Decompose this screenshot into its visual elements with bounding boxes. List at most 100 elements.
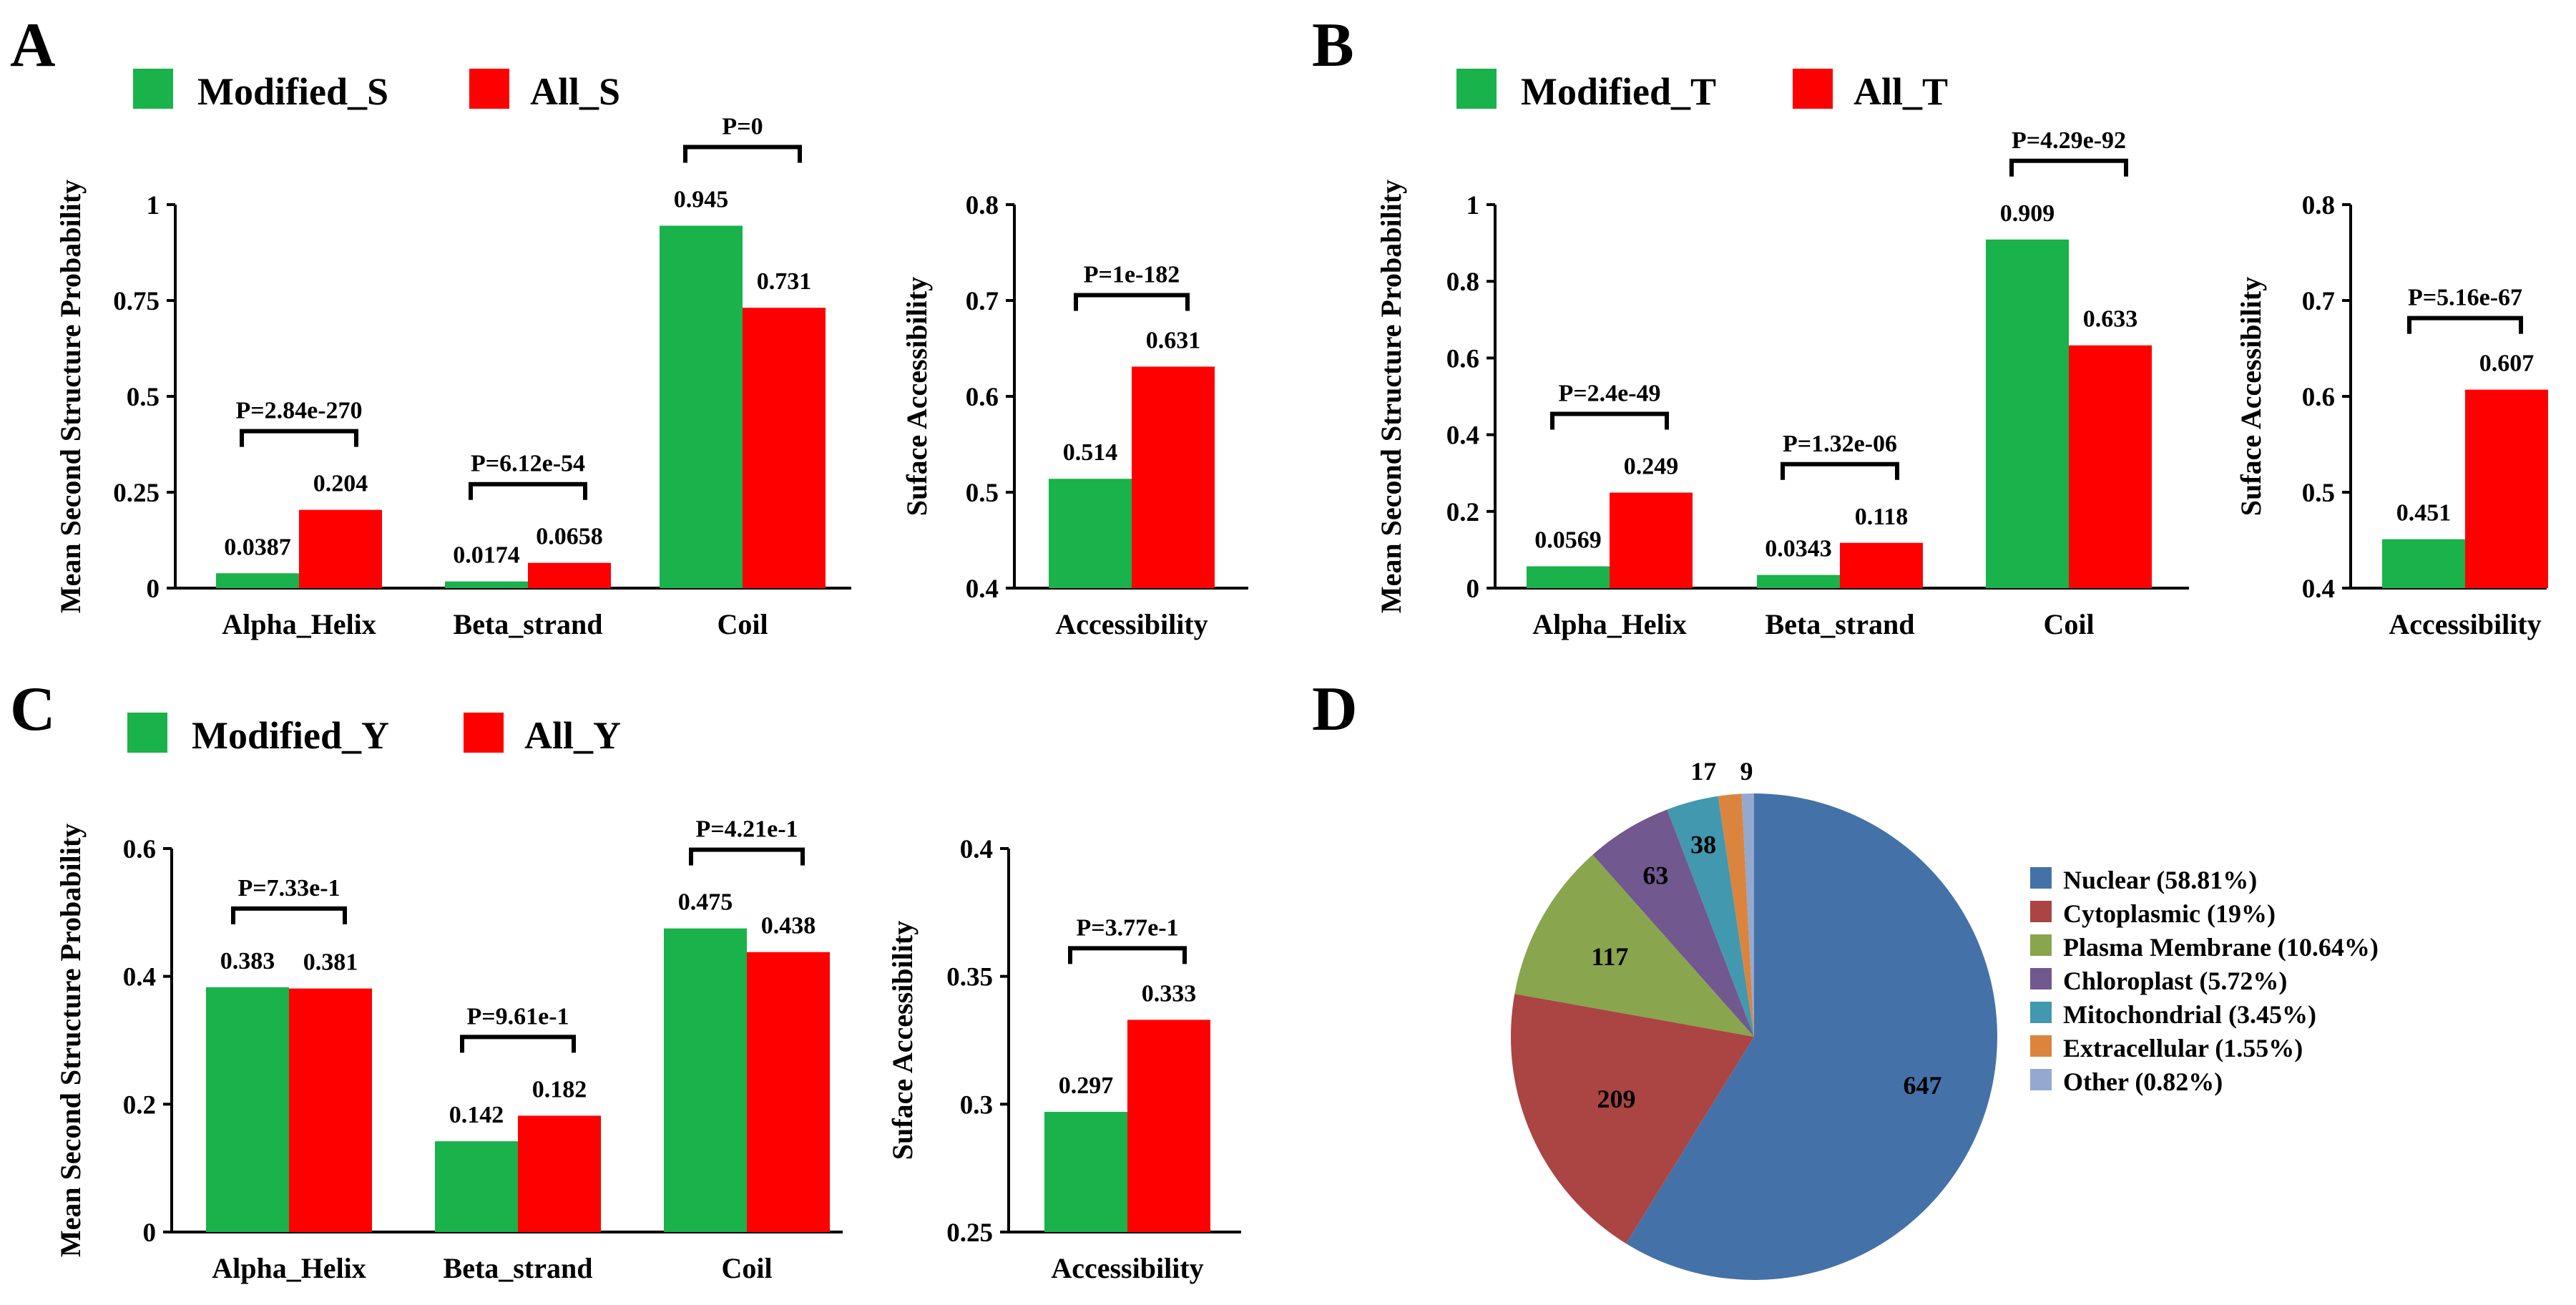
legend-label: Mitochondrial (3.45%) bbox=[2063, 1000, 2316, 1029]
p-value-label: P=3.77e-1 bbox=[1076, 914, 1178, 941]
y-tick-label: 0.7 bbox=[2302, 287, 2335, 316]
x-category-label: Coil bbox=[2043, 608, 2094, 640]
legend-swatch-modified bbox=[133, 69, 173, 109]
chart-A-access: 0.4 0.5 0.6 0.7 0.8 Suface Accessibility 0.514… bbox=[901, 191, 1248, 640]
significance-bracket bbox=[1068, 946, 1187, 964]
y-tick-label: 0 bbox=[147, 575, 160, 604]
x-category-label: Accessibility bbox=[1051, 1252, 1203, 1284]
bar bbox=[435, 1141, 518, 1232]
p-value-label: P=0 bbox=[722, 113, 763, 140]
legend-C-structure: Modified_Y All_Y bbox=[127, 713, 621, 757]
y-tick-label: 0.4 bbox=[123, 963, 156, 992]
pie-count-label: 17 bbox=[1690, 757, 1716, 786]
panel-letter: B bbox=[1312, 11, 1354, 80]
data-label: 0.731 bbox=[757, 268, 812, 295]
y-axis-title: Suface Accessibility bbox=[2235, 277, 2267, 516]
p-value-label: P=7.33e-1 bbox=[237, 875, 340, 901]
y-tick-label: 0.4 bbox=[960, 835, 993, 864]
p-value-label: P=4.21e-1 bbox=[695, 816, 798, 843]
bar bbox=[216, 573, 299, 588]
y-axis-title: Mean Second Structure Probability bbox=[54, 823, 87, 1257]
p-value-label: P=2.84e-270 bbox=[235, 398, 362, 424]
bar bbox=[289, 988, 372, 1232]
legend-label: Cytoplasmic (19%) bbox=[2063, 899, 2276, 928]
y-axis-title: Mean Second Structure Probability bbox=[54, 180, 87, 613]
bar bbox=[528, 562, 611, 588]
legend-swatch bbox=[2030, 1035, 2052, 1057]
data-label: 0.0658 bbox=[536, 524, 603, 550]
y-tick-label: 0 bbox=[143, 1218, 157, 1248]
y-tick-label: 0.6 bbox=[2302, 383, 2335, 412]
pie-slice bbox=[1667, 796, 1754, 1037]
legend-label-all: All_S bbox=[530, 70, 620, 113]
y-tick-label: 0.6 bbox=[1446, 344, 1479, 373]
pie-slice bbox=[1741, 793, 1754, 1037]
data-label: 0.438 bbox=[761, 913, 816, 939]
bar bbox=[664, 928, 747, 1232]
significance-bracket bbox=[1074, 293, 1190, 311]
y-tick-label: 0.6 bbox=[966, 383, 999, 412]
bar bbox=[660, 225, 743, 588]
bar bbox=[1127, 1020, 1210, 1232]
significance-bracket bbox=[1550, 411, 1669, 430]
legend-B-structure: Modified_T All_T bbox=[1456, 69, 1948, 113]
y-tick-label: 1 bbox=[1466, 191, 1480, 220]
x-category-label: Accessibility bbox=[2389, 608, 2541, 640]
bar bbox=[1132, 366, 1215, 588]
chart-C-access: 0.25 0.3 0.35 0.4 Suface Accessibility 0.297 0… bbox=[886, 835, 1241, 1284]
pie-count-label: 9 bbox=[1740, 757, 1753, 786]
bar bbox=[743, 308, 826, 588]
p-value-label: P=1.32e-06 bbox=[1783, 431, 1897, 457]
legend-swatch bbox=[2030, 1002, 2052, 1023]
bar bbox=[1986, 239, 2069, 588]
pie-count-label: 38 bbox=[1690, 830, 1716, 859]
data-label: 0.0174 bbox=[453, 542, 520, 569]
y-tick-label: 0.5 bbox=[2302, 479, 2335, 508]
y-tick-label: 0.2 bbox=[1446, 498, 1479, 527]
bar bbox=[2465, 389, 2548, 588]
legend-label-modified: Modified_Y bbox=[192, 714, 389, 757]
legend-swatch-all bbox=[464, 713, 504, 753]
bar bbox=[1049, 479, 1132, 588]
x-category-label: Coil bbox=[721, 1252, 772, 1284]
bar bbox=[1757, 575, 1840, 588]
legend-swatch bbox=[2030, 867, 2052, 889]
p-value-label: P=4.29e-92 bbox=[2012, 127, 2126, 154]
legend-swatch bbox=[2030, 901, 2052, 922]
data-label: 0.383 bbox=[220, 948, 275, 974]
data-label: 0.631 bbox=[1146, 327, 1201, 353]
chart-D-pie: 647 Nuclear (58.81%) 209 Cytoplasmic (19%) 1… bbox=[1511, 757, 2379, 1280]
data-label: 0.451 bbox=[2396, 500, 2452, 527]
bar bbox=[445, 581, 528, 588]
pie-count-label: 117 bbox=[1591, 942, 1628, 971]
p-value-label: P=6.12e-54 bbox=[471, 451, 585, 477]
y-tick-label: 1 bbox=[147, 191, 160, 220]
data-label: 0.475 bbox=[678, 889, 733, 916]
data-label: 0.607 bbox=[2479, 351, 2535, 377]
legend-swatch bbox=[2030, 968, 2052, 989]
data-label: 0.514 bbox=[1063, 439, 1118, 466]
significance-bracket bbox=[689, 847, 805, 866]
data-label: 0.204 bbox=[313, 471, 368, 497]
x-category-label: Accessibility bbox=[1055, 608, 1208, 640]
data-label: 0.0387 bbox=[224, 534, 291, 560]
data-label: 0.182 bbox=[532, 1076, 587, 1103]
legend-label: Chloroplast (5.72%) bbox=[2063, 967, 2287, 995]
pie-count-label: 209 bbox=[1597, 1085, 1636, 1113]
bar bbox=[747, 952, 830, 1232]
legend-label-modified: Modified_T bbox=[1521, 70, 1716, 113]
x-category-label: Beta_strand bbox=[454, 608, 603, 640]
y-tick-label: 0.4 bbox=[966, 575, 999, 604]
y-tick-label: 0.5 bbox=[966, 479, 999, 508]
pie-slice bbox=[1626, 793, 1997, 1280]
data-label: 0.118 bbox=[1855, 504, 1909, 530]
bar bbox=[1840, 542, 1923, 588]
p-value-label: P=2.4e-49 bbox=[1558, 381, 1660, 407]
pie-count-label: 63 bbox=[1642, 861, 1668, 889]
y-axis-title: Mean Second Structure Probability bbox=[1375, 180, 1407, 613]
chart-C-structure: 0 0.2 0.4 0.6 Mean Second Structure Probabil… bbox=[54, 816, 843, 1284]
y-tick-label: 0.8 bbox=[2302, 191, 2335, 220]
significance-bracket bbox=[460, 1035, 576, 1053]
legend-swatch-all bbox=[469, 69, 509, 109]
